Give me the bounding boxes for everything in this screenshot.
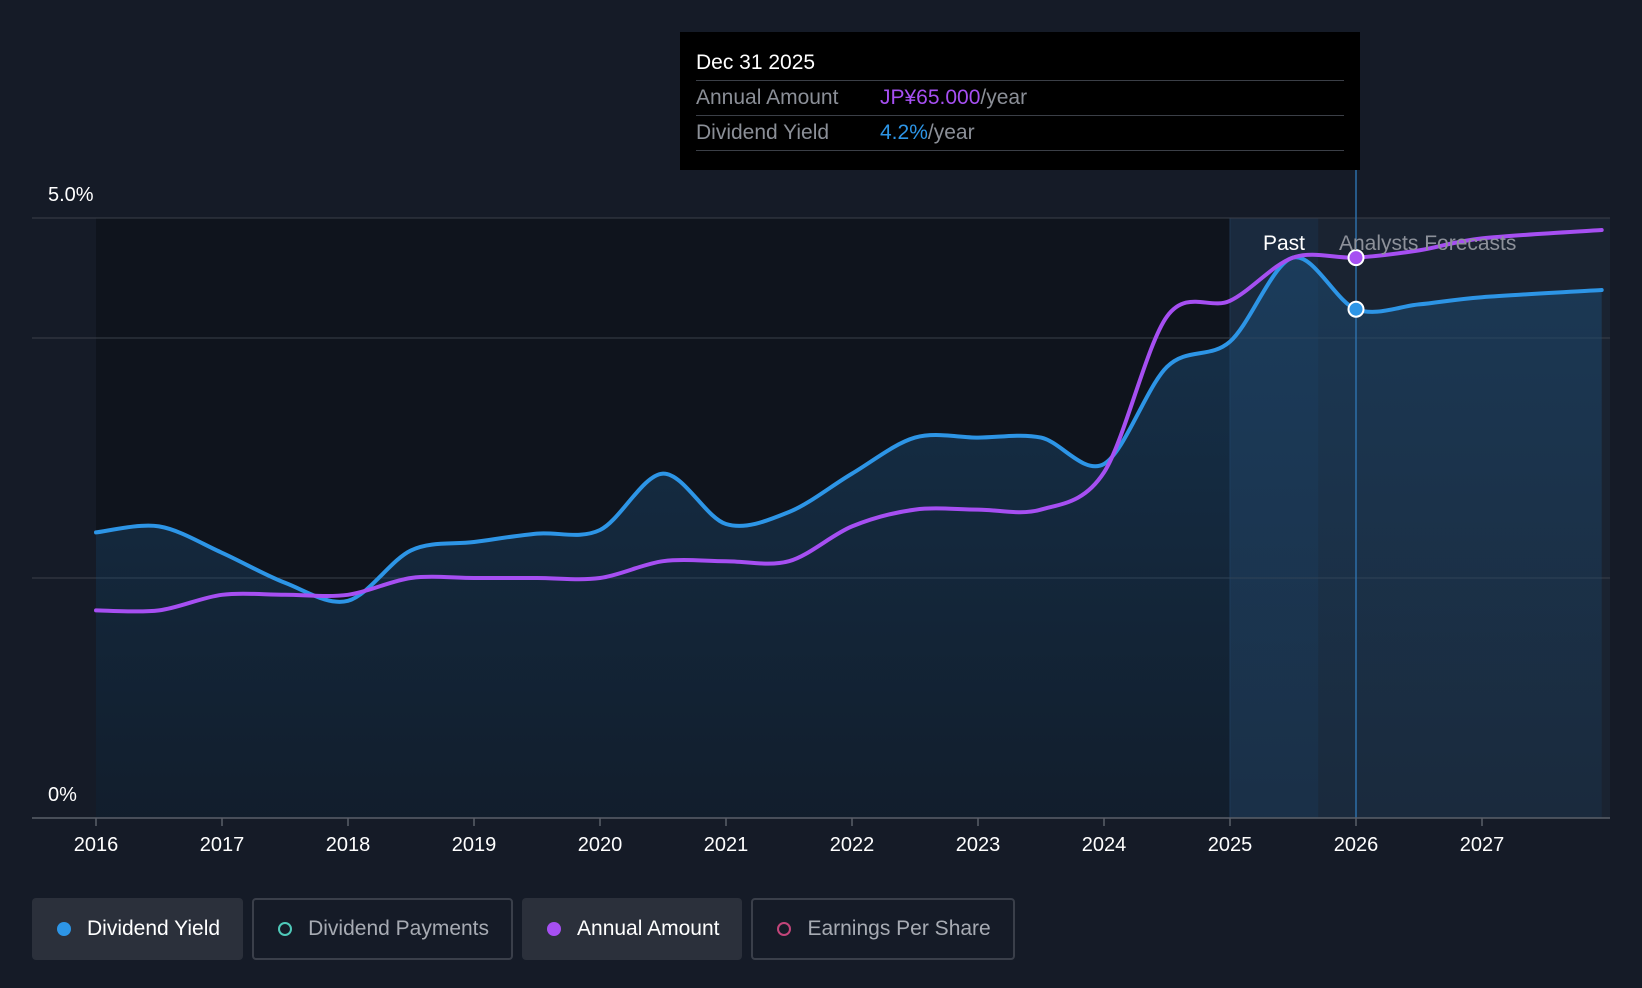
tooltip-row-annual-amount: Annual Amount JP¥65.000 /year bbox=[696, 81, 1344, 116]
dividend-yield-area bbox=[96, 257, 1602, 818]
legend-earnings-per-share[interactable]: Earnings Per Share bbox=[751, 898, 1015, 960]
x-tick-label: 2016 bbox=[74, 834, 119, 856]
x-tick-label: 2026 bbox=[1334, 834, 1379, 856]
annual-amount-point bbox=[1347, 249, 1365, 267]
forecast-label: Analysts Forecasts bbox=[1339, 232, 1516, 255]
x-tick-label: 2024 bbox=[1082, 834, 1127, 856]
y-tick-label-top: 5.0% bbox=[48, 184, 94, 206]
x-tick-label: 2027 bbox=[1460, 834, 1505, 856]
dividend-yield-point bbox=[1347, 300, 1365, 318]
legend-label: Dividend Payments bbox=[308, 917, 490, 940]
ring-dot-icon bbox=[278, 922, 293, 936]
x-tick-label: 2023 bbox=[956, 834, 1001, 856]
x-tick-label: 2025 bbox=[1208, 834, 1253, 856]
legend-dividend-payments[interactable]: Dividend Payments bbox=[252, 898, 514, 960]
tooltip-unit: /year bbox=[980, 86, 1028, 109]
annual-amount-line bbox=[94, 228, 1604, 614]
legend-label: Annual Amount bbox=[577, 917, 720, 940]
past-label: Past bbox=[1263, 232, 1305, 255]
tooltip-label: Annual Amount bbox=[696, 86, 839, 109]
legend-label: Dividend Yield bbox=[87, 917, 221, 940]
x-tick-label: 2019 bbox=[452, 834, 497, 856]
ring-dot-icon bbox=[777, 922, 792, 936]
tooltip-date: Dec 31 2025 bbox=[696, 46, 1344, 81]
tooltip-row-dividend-yield: Dividend Yield 4.2% /year bbox=[696, 116, 1344, 151]
legend-dividend-yield[interactable]: Dividend Yield bbox=[32, 898, 244, 960]
filled-dot-icon bbox=[57, 922, 71, 936]
y-tick-label-bottom: 0% bbox=[48, 784, 77, 806]
x-tick-label: 2020 bbox=[578, 834, 623, 856]
x-tick-label: 2018 bbox=[326, 834, 371, 856]
chart-tooltip: Dec 31 2025 Annual Amount JP¥65.000 /yea… bbox=[680, 32, 1360, 170]
dividend-yield-line bbox=[94, 255, 1604, 604]
tooltip-value: 4.2% bbox=[880, 121, 928, 144]
x-tick-label: 2017 bbox=[200, 834, 245, 856]
legend-label: Earnings Per Share bbox=[807, 917, 991, 940]
tooltip-label: Dividend Yield bbox=[696, 121, 830, 144]
tooltip-unit: /year bbox=[927, 121, 975, 144]
filled-dot-icon bbox=[547, 922, 562, 936]
legend-annual-amount[interactable]: Annual Amount bbox=[522, 898, 743, 960]
x-tick-label: 2021 bbox=[704, 834, 749, 856]
chart-legend: Dividend Yield Dividend Payments Annual … bbox=[32, 898, 1015, 960]
tooltip-value: JP¥65.000 bbox=[880, 86, 981, 109]
x-tick-label: 2022 bbox=[830, 834, 875, 856]
